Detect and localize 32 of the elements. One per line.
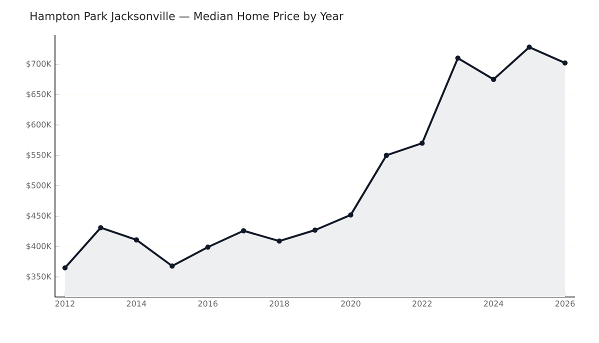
y-tick-label: $650K	[26, 90, 52, 98]
x-tick-label: 2016	[198, 300, 218, 307]
point	[490, 76, 496, 82]
x-tick-label: 2020	[341, 300, 360, 307]
point	[276, 238, 282, 244]
x-tick-label: 2018	[270, 300, 289, 307]
point	[562, 60, 568, 66]
point	[420, 140, 425, 146]
y-tick-label: $400K	[26, 242, 52, 250]
x-tick-label: 2012	[55, 300, 74, 307]
x-tick-label: 2024	[484, 300, 504, 307]
y-tick-label: $450K	[26, 212, 52, 220]
y-tick-label: $500K	[26, 182, 52, 190]
x-tick-label: 2022	[412, 300, 432, 307]
point	[348, 212, 354, 218]
point	[384, 152, 390, 158]
point	[312, 228, 318, 233]
point	[170, 263, 175, 269]
chart-title: Hampton Park Jacksonville — Median Home Price by Year	[30, 12, 344, 22]
point	[455, 55, 460, 61]
point	[526, 44, 532, 50]
point	[240, 228, 246, 234]
y-tick-label: $550K	[26, 152, 52, 159]
y-tick-label: $700K	[26, 60, 52, 68]
point	[205, 244, 210, 250]
point	[134, 237, 140, 242]
y-tick-label: $350K	[26, 273, 52, 281]
x-tick-label: 2014	[126, 300, 146, 307]
point	[98, 225, 104, 230]
point	[62, 265, 68, 270]
y-tick-label: $600K	[26, 121, 52, 129]
x-tick-label: 2026	[555, 300, 575, 307]
